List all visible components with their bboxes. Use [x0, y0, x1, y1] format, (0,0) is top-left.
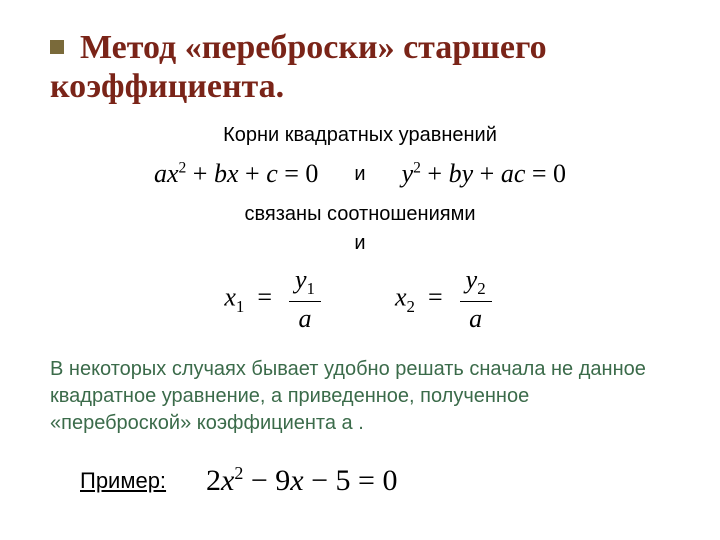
eq1-a: a	[154, 159, 167, 188]
example-row: Пример: 2x2 − 9x − 5 = 0	[50, 463, 670, 498]
eq2-plus2: +	[480, 159, 495, 188]
ex-coef1: 2	[206, 464, 221, 497]
eq2-ac: ac	[501, 159, 526, 188]
rel1-fraction: y1 a	[289, 265, 321, 334]
ex-x: x	[221, 464, 234, 497]
ex-zero: 0	[382, 464, 397, 497]
title-text: Метод «переброски» старшего коэффициента…	[50, 29, 547, 105]
eq2-y2: y	[462, 159, 474, 188]
example-equation: 2x2 − 9x − 5 = 0	[206, 463, 397, 498]
conjunction-1: и	[354, 163, 365, 186]
ex-minus2: −	[311, 464, 328, 497]
eq1-eq: =	[284, 159, 299, 188]
eq1-x: x	[167, 159, 179, 188]
page-title: Метод «переброски» старшего коэффициента…	[50, 28, 670, 106]
note-text: В некоторых случаях бывает удобно решать…	[50, 356, 670, 437]
ex-coef2: 9	[275, 464, 290, 497]
eq2-eq: =	[532, 159, 547, 188]
eq2-exp: 2	[413, 160, 421, 177]
eq2-y: y	[402, 159, 414, 188]
ex-x2: x	[290, 464, 303, 497]
intro-line-1: Корни квадратных уравнений	[50, 124, 670, 147]
equation-2: y2 + by + ac = 0	[402, 159, 566, 189]
rel1-x: x	[224, 283, 236, 312]
conjunction-2: и	[50, 232, 670, 255]
relations-row: x1 = y1 a x2 = y2 a	[50, 265, 670, 334]
rel2-x: x	[395, 283, 407, 312]
rel1-ysub: 1	[307, 279, 315, 298]
eq1-x2: x	[227, 159, 239, 188]
eq1-c: c	[266, 159, 278, 188]
intro-line-2: связаны соотношениями	[50, 203, 670, 226]
eq1-plus1: +	[193, 159, 208, 188]
ex-minus1: −	[251, 464, 268, 497]
rel1-sub: 1	[236, 297, 244, 316]
equations-row: ax2 + bx + c = 0 и y2 + by + ac = 0	[50, 159, 670, 189]
relation-2: x2 = y2 a	[395, 265, 496, 334]
rel2-fraction: y2 a	[460, 265, 492, 334]
eq2-zero: 0	[553, 159, 566, 188]
rel2-ynum: y	[466, 265, 478, 294]
example-label: Пример:	[80, 468, 166, 494]
eq2-b: b	[449, 159, 462, 188]
rel2-den: a	[460, 302, 492, 334]
rel2-sub: 2	[407, 297, 415, 316]
ex-c: 5	[336, 464, 351, 497]
eq2-plus1: +	[427, 159, 442, 188]
eq1-zero: 0	[305, 159, 318, 188]
rel1-ynum: y	[295, 265, 307, 294]
rel1-den: a	[289, 302, 321, 334]
ex-exp: 2	[234, 463, 243, 483]
eq1-b: b	[214, 159, 227, 188]
rel2-ysub: 2	[477, 279, 485, 298]
rel2-eq: =	[428, 283, 443, 312]
title-bullet-icon	[50, 40, 64, 54]
equation-1: ax2 + bx + c = 0	[154, 159, 318, 189]
eq1-plus2: +	[245, 159, 260, 188]
ex-eq: =	[358, 464, 375, 497]
relation-1: x1 = y1 a	[224, 265, 325, 334]
eq1-exp: 2	[179, 160, 187, 177]
rel1-eq: =	[257, 283, 272, 312]
